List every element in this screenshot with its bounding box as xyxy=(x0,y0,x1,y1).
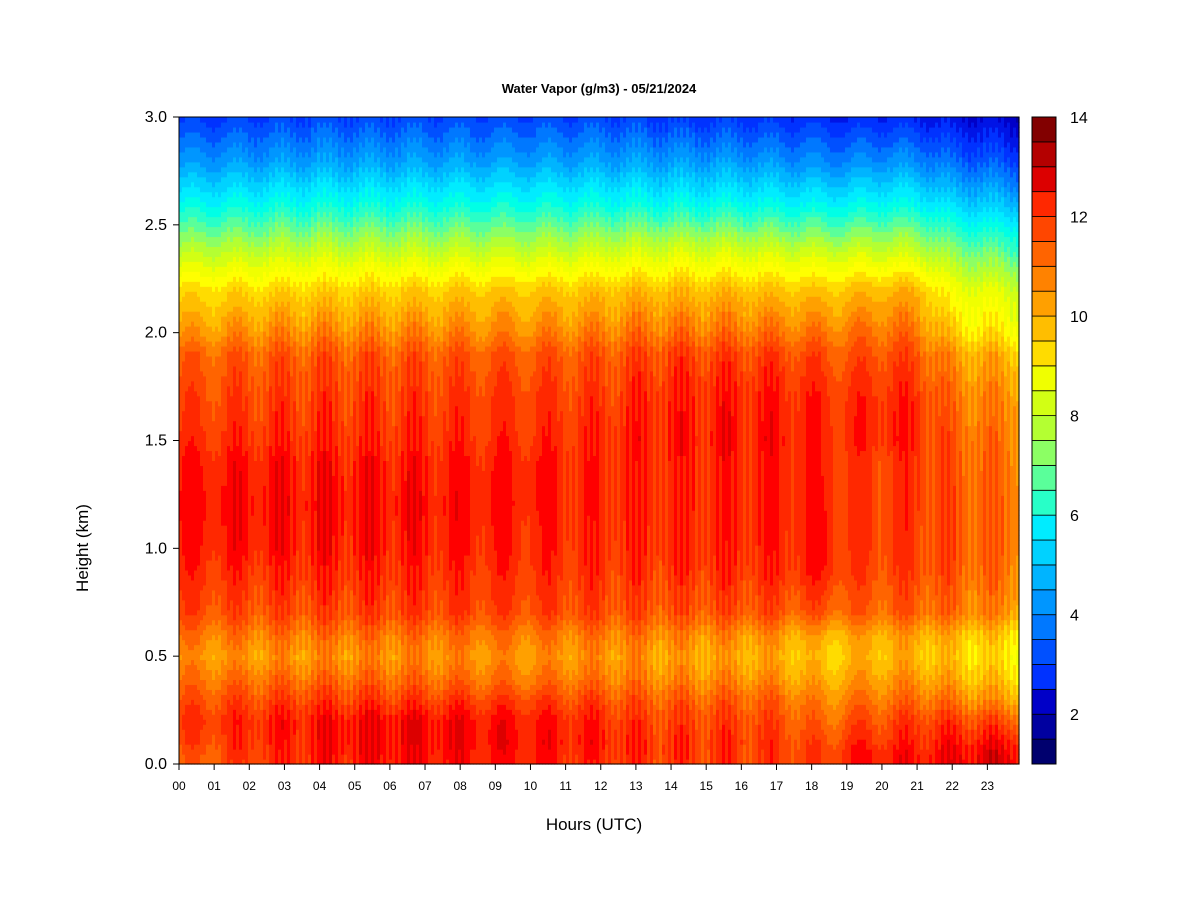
heatmap-field xyxy=(179,117,1020,765)
chart-title: Water Vapor (g/m3) - 05/21/2024 xyxy=(502,81,697,96)
